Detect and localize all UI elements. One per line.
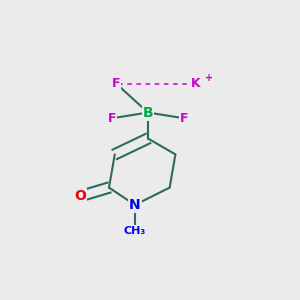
Text: N: N bbox=[129, 198, 141, 212]
Text: F: F bbox=[180, 112, 188, 125]
Text: F: F bbox=[108, 112, 116, 125]
Text: F: F bbox=[112, 77, 121, 90]
Text: O: O bbox=[74, 189, 86, 203]
Text: B: B bbox=[143, 106, 153, 119]
Text: K: K bbox=[191, 77, 200, 90]
Text: +: + bbox=[205, 73, 213, 83]
Text: CH₃: CH₃ bbox=[124, 226, 146, 236]
